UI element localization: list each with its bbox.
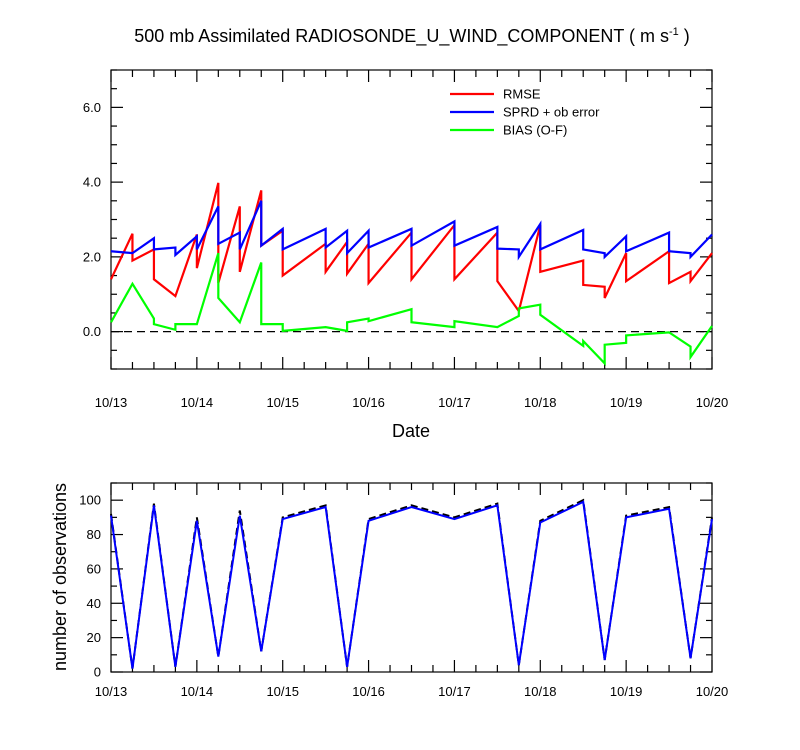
y-tick-label: 60 (87, 561, 101, 576)
chart-title: 500 mb Assimilated RADIOSONDE_U_WIND_COM… (134, 26, 690, 47)
y-tick-label: 80 (87, 527, 101, 542)
x-tick-label: 10/16 (352, 395, 385, 410)
y-tick-label: 40 (87, 596, 101, 611)
top-ticks (110, 69, 713, 370)
x-tick-label: 10/14 (181, 395, 214, 410)
y-tick-label: 0.0 (83, 324, 101, 339)
bottom-series (110, 498, 713, 669)
x-tick-label: 10/17 (438, 395, 471, 410)
x-tick-label: 10/18 (524, 684, 557, 699)
bottom-x-tick-labels: 10/13 10/14 10/15 10/16 10/17 10/18 10/19 10/20 (95, 684, 729, 699)
legend-label: BIAS (O-F) (503, 123, 567, 138)
x-tick-label: 10/19 (610, 395, 643, 410)
series-line-sprd-ob-error (110, 200, 713, 261)
legend: RMSE SPRD + ob error BIAS (O-F) (450, 87, 600, 138)
top-series (110, 182, 713, 367)
y-tick-label: 2.0 (83, 249, 101, 264)
top-plot-frame (110, 69, 713, 370)
series-line-rmse (110, 182, 713, 314)
x-tick-label: 10/20 (696, 395, 729, 410)
x-tick-label: 10/20 (696, 684, 729, 699)
legend-label: RMSE (503, 87, 541, 102)
top-panel: RMSE SPRD + ob error BIAS (O-F) 10/13 10/14… (83, 69, 729, 441)
x-axis-title: Date (392, 421, 430, 441)
series-line-observations-dashed (110, 498, 713, 669)
y-tick-label: 20 (87, 630, 101, 645)
y-tick-label: 4.0 (83, 175, 101, 190)
top-x-tick-labels: 10/13 10/14 10/15 10/16 10/17 10/18 10/19 10/20 (95, 395, 729, 410)
x-tick-label: 10/15 (266, 395, 299, 410)
series-line-bias-o-f (110, 252, 713, 367)
x-tick-label: 10/14 (181, 684, 214, 699)
x-tick-label: 10/17 (438, 684, 471, 699)
x-tick-label: 10/16 (352, 684, 385, 699)
bottom-y-tick-labels: 0 20 40 60 80 100 (79, 493, 101, 680)
x-tick-label: 10/13 (95, 395, 128, 410)
x-tick-label: 10/13 (95, 684, 128, 699)
bottom-panel: 10/13 10/14 10/15 10/16 10/17 10/18 10/19 10/20… (50, 482, 729, 699)
x-tick-label: 10/18 (524, 395, 557, 410)
y-tick-label: 6.0 (83, 100, 101, 115)
top-y-tick-labels: 0.0 2.0 4.0 6.0 (83, 100, 101, 339)
x-tick-label: 10/19 (610, 684, 643, 699)
legend-label: SPRD + ob error (503, 105, 600, 120)
series-line-observations (110, 500, 713, 669)
y-tick-label: 100 (79, 493, 101, 508)
bottom-ticks (110, 482, 713, 673)
y-tick-label: 0 (94, 665, 101, 680)
y-axis-title: number of observations (50, 483, 70, 671)
bottom-plot-frame (110, 482, 713, 673)
x-tick-label: 10/15 (266, 684, 299, 699)
